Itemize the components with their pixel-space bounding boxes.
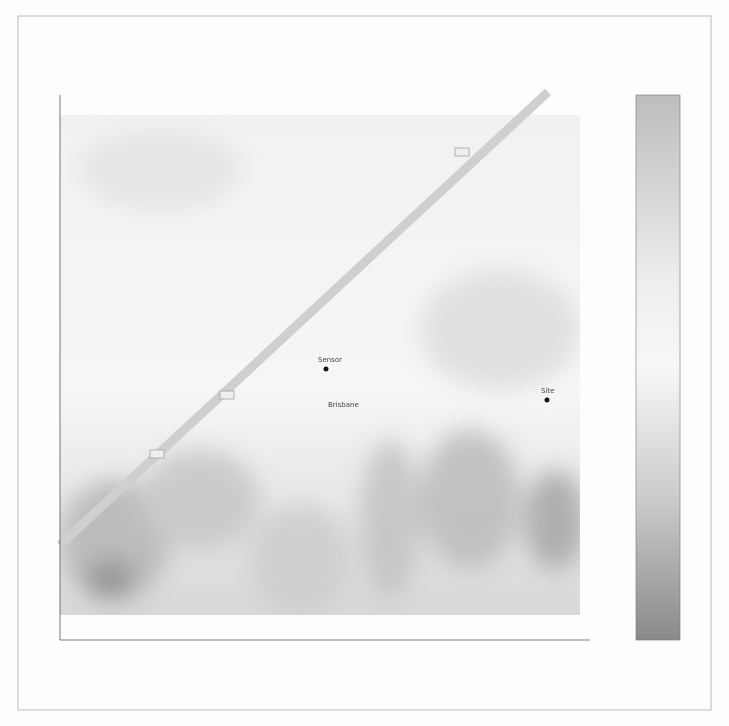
heatmap bbox=[60, 115, 585, 615]
road-sign bbox=[150, 450, 164, 458]
road-sign bbox=[455, 148, 469, 156]
point-marker bbox=[545, 398, 550, 403]
place-label: Brisbane bbox=[328, 401, 359, 409]
colorbar bbox=[636, 95, 680, 640]
point-label: Sensor bbox=[318, 356, 342, 364]
point-marker bbox=[324, 367, 329, 372]
figure: Sensor Site Brisbane bbox=[0, 0, 729, 726]
road-sign bbox=[220, 391, 234, 399]
page: Sensor Site Brisbane bbox=[0, 0, 729, 726]
point-label: Site bbox=[541, 387, 554, 395]
